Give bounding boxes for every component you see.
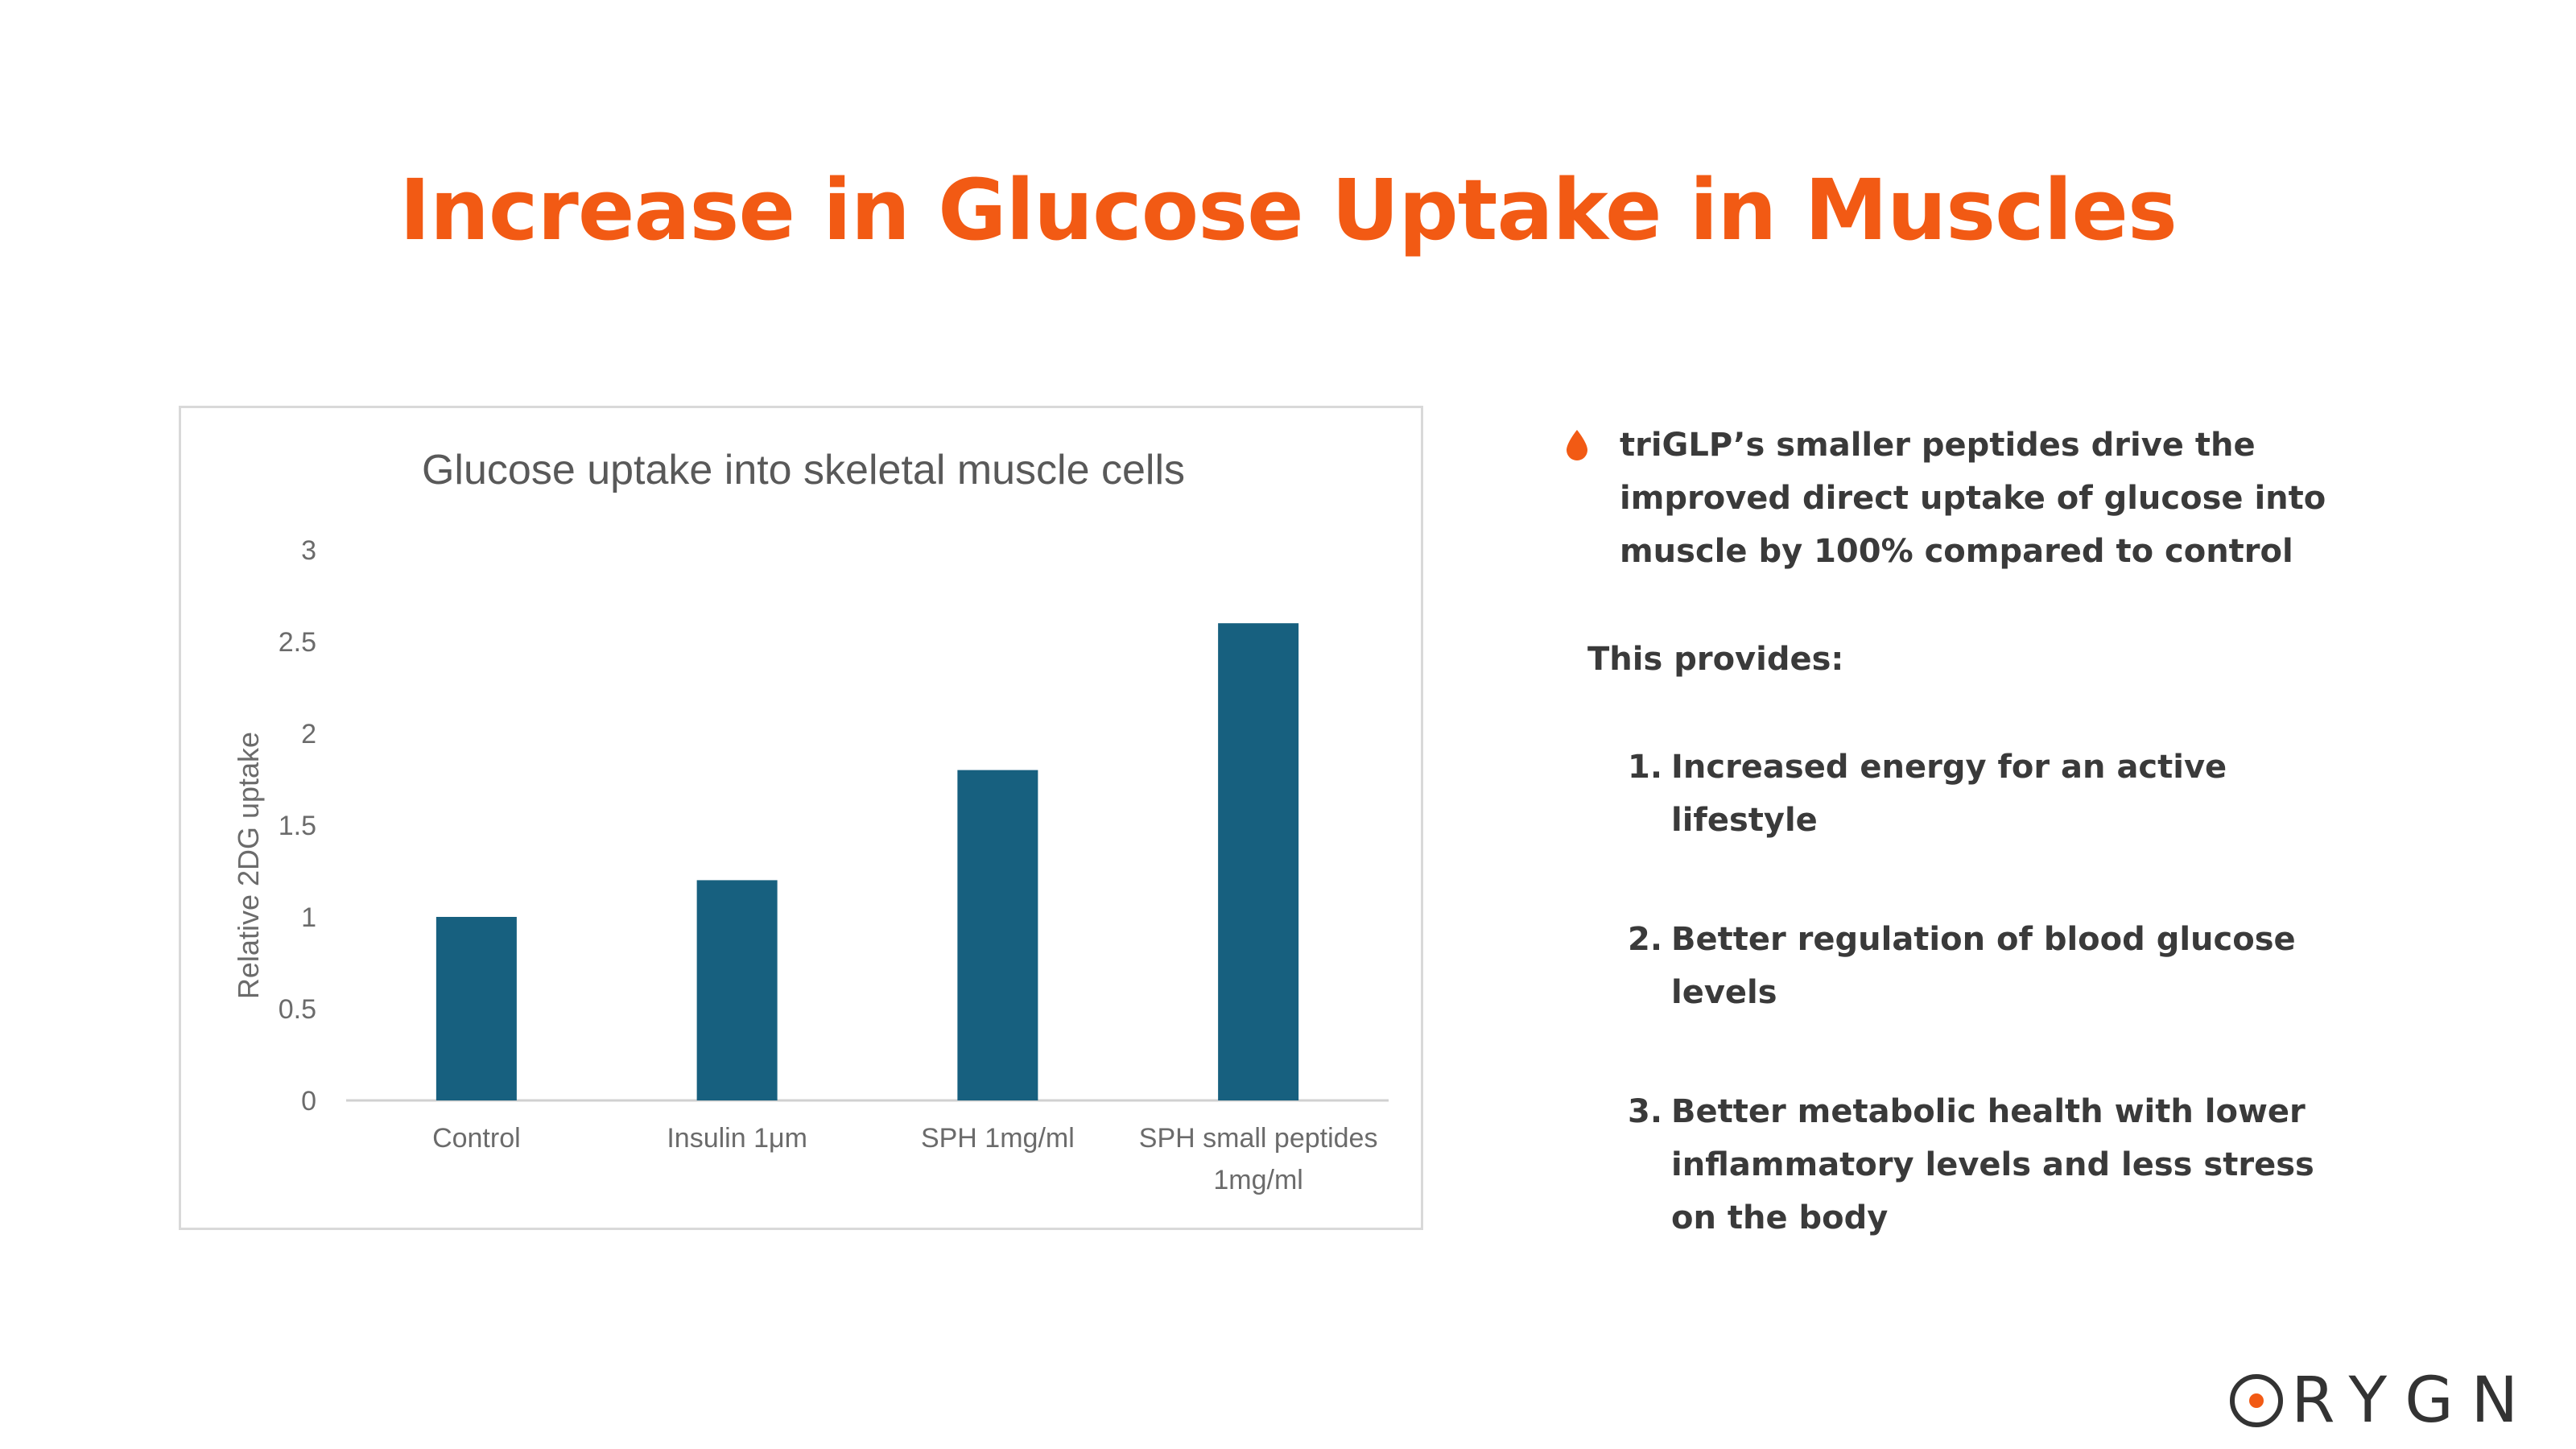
benefit-line: on the body [1671, 1199, 1889, 1236]
benefits-list: 1. Increased energy for an active lifest… [1562, 741, 2544, 1245]
orygn-logo: RYGN [2228, 1368, 2536, 1433]
y-tick-label: 0 [301, 1086, 316, 1117]
y-tick-label: 2.5 [279, 627, 316, 658]
benefit-line: Increased energy for an active lifestyle [1671, 749, 2227, 839]
lead-bullet: triGLP’s smaller peptides drive the impr… [1562, 419, 2328, 578]
bar [436, 917, 517, 1100]
benefit-item: 2. Better regulation of blood glucose le… [1562, 913, 2331, 1019]
lead-line: triGLP’s smaller peptides drive the [1620, 427, 2256, 464]
logo-wordmark: RYGN [2291, 1364, 2536, 1437]
provides-heading: This provides: [1587, 641, 1844, 678]
benefit-line: Better regulation of blood glucose level… [1671, 921, 2296, 1011]
benefit-number: 3. [1628, 1093, 1663, 1130]
bar [1218, 623, 1299, 1100]
lead-line: improved direct uptake of glucose into [1620, 480, 2326, 517]
benefit-line: inflammatory levels and less stress [1671, 1146, 2314, 1183]
y-tick-label: 1 [301, 902, 316, 933]
y-axis-label: Relative 2DG uptake [232, 732, 265, 999]
benefit-number: 1. [1628, 749, 1663, 786]
bar [957, 770, 1038, 1100]
bar-chart: Glucose uptake into skeletal muscle cell… [232, 447, 1389, 1195]
lead-line: muscle by 100% compared to control [1620, 533, 2293, 570]
benefit-number: 2. [1628, 921, 1663, 958]
slide-title: Increase in Glucose Uptake in Muscles [399, 160, 2178, 259]
benefit-item: 3. Better metabolic health with lower in… [1562, 1085, 2331, 1245]
orygn-o-logo-icon [2230, 1374, 2284, 1427]
chart-title: Glucose uptake into skeletal muscle cell… [422, 447, 1185, 493]
y-tick-label: 3 [301, 535, 316, 566]
y-tick-label: 2 [301, 719, 316, 749]
bar [696, 880, 778, 1100]
benefit-item: 1. Increased energy for an active lifest… [1562, 741, 2331, 847]
x-tick-label: SPH small peptides [1139, 1123, 1378, 1154]
x-tick-label: 1mg/ml [1213, 1165, 1302, 1195]
chart-panel: Glucose uptake into skeletal muscle cell… [179, 406, 1423, 1230]
x-tick-label: SPH 1mg/ml [921, 1123, 1075, 1154]
benefit-line: Better metabolic health with lower [1671, 1093, 2306, 1130]
x-tick-label: Insulin 1μm [667, 1123, 807, 1154]
benefits-panel: triGLP’s smaller peptides drive the impr… [1562, 419, 2544, 1311]
y-tick-label: 0.5 [279, 994, 316, 1025]
x-tick-label: Control [432, 1123, 521, 1154]
drop-icon [1567, 430, 1587, 460]
y-tick-label: 1.5 [279, 811, 316, 841]
